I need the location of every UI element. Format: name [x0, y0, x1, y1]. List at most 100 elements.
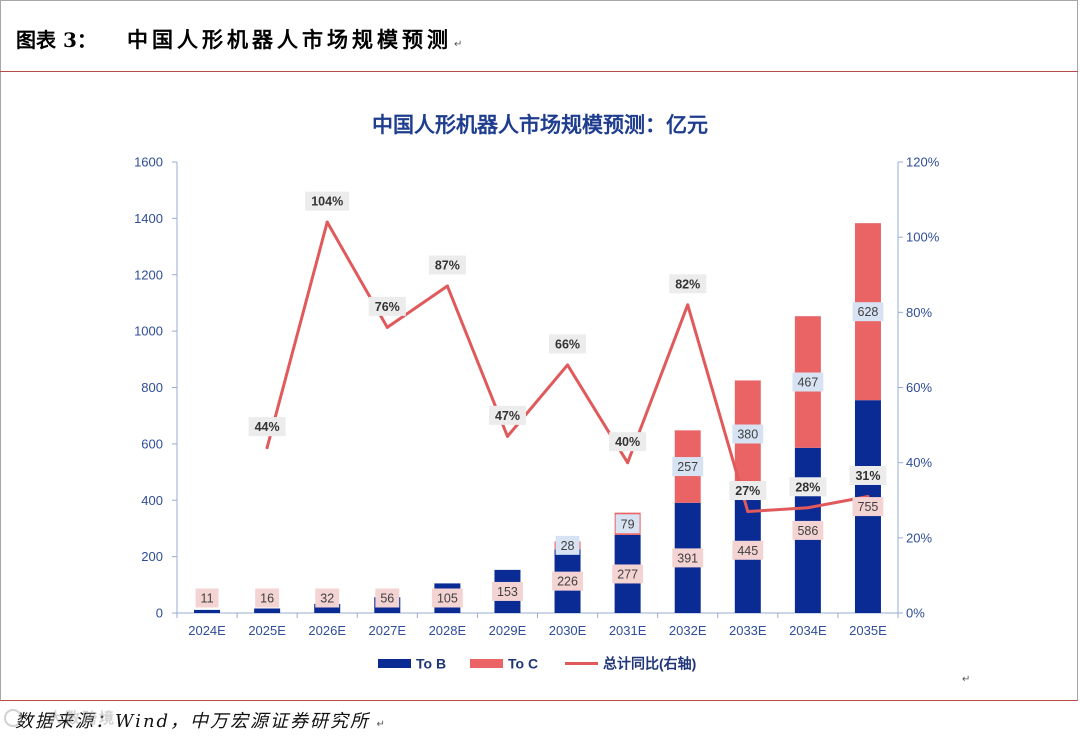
right-tick-suffix: % — [928, 155, 940, 170]
bar-label-to-b-2026E-box — [315, 588, 340, 608]
line-label-2032E-text: 82% — [675, 277, 700, 291]
bar-label-to-b-2031E-box — [612, 564, 644, 584]
bar-label-to-b-2031E: 277 — [612, 564, 644, 584]
line-label-2033E-box — [729, 481, 767, 501]
line-label-2026E-suffix: % — [332, 195, 343, 209]
line-label-2033E: 27% — [729, 481, 767, 501]
line-label-2031E-text: 40% — [615, 435, 640, 449]
right-tick-suffix: % — [920, 305, 932, 320]
axes: 020040060080010001200140016000%20%40%60%… — [134, 155, 940, 639]
bar-label-to-b-2025E-value: 16 — [260, 592, 274, 606]
line-label-2026E-box — [305, 191, 350, 211]
legend-swatch — [378, 659, 411, 668]
line-label-2028E: 87% — [428, 255, 466, 275]
line-label-2027E-text: 76% — [375, 300, 400, 314]
line-label-2034E-value: 28 — [795, 480, 809, 494]
right-tick-value: 40 — [906, 455, 920, 470]
bar-label-to-c-2032E-value: 257 — [677, 460, 698, 474]
right-tick-value: 80 — [906, 305, 920, 320]
bar-label-to-b-2027E-text: 56 — [380, 592, 394, 606]
bar-label-to-b-2033E-value: 445 — [737, 544, 758, 558]
line-label-2030E-text: 66% — [555, 337, 580, 351]
bar-label-to-c-2030E-text: 28 — [561, 539, 575, 553]
bar-label-to-b-2030E-value: 226 — [557, 575, 578, 589]
line-label-2035E-value: 31 — [855, 469, 869, 483]
bar-label-to-c-2034E-text: 467 — [797, 376, 818, 390]
bar-label-to-b-2035E-text: 755 — [858, 500, 879, 514]
bar-label-to-c-2031E-text: 79 — [621, 517, 635, 531]
line-label-2031E: 40% — [609, 432, 647, 452]
total-yoy-line — [265, 220, 870, 514]
bar-label-to-b-2035E-value: 755 — [858, 500, 879, 514]
bar-label-to-c-2030E: 28 — [555, 535, 580, 555]
line-label-2035E-box — [849, 465, 887, 485]
line-point-2026E — [325, 220, 329, 224]
bar-label-to-b-2024E-value: 11 — [201, 592, 214, 606]
bar-label-to-b-2027E-box — [375, 588, 400, 608]
x-tick-label-2033E: 2033E — [729, 623, 767, 638]
bar-label-to-b-2027E: 56 — [375, 588, 400, 608]
line-label-2034E-box — [789, 477, 827, 497]
bar-label-to-b-2035E-box — [852, 497, 884, 517]
left-tick-label: 1200 — [134, 267, 163, 282]
right-tick-suffix: % — [928, 230, 940, 245]
bar-label-to-b-2034E-value: 586 — [797, 524, 818, 538]
legend-item-2: 总计同比(右轴) — [565, 656, 696, 672]
line-label-2030E: 66% — [549, 334, 587, 354]
right-tick-value: 20 — [906, 530, 920, 545]
line-label-2026E-text: 104% — [311, 195, 343, 209]
line-label-2028E-value: 87 — [435, 259, 449, 273]
line-point-2028E — [445, 284, 449, 288]
bar-label-to-b-2031E-value: 277 — [617, 567, 638, 581]
right-tick-label: 40% — [906, 455, 932, 470]
bar-label-to-b-2033E-text: 445 — [737, 544, 758, 558]
bar-label-to-c-2031E-value: 79 — [621, 517, 635, 531]
left-tick-label: 600 — [141, 436, 163, 451]
bar-label-to-b-2030E-text: 226 — [557, 575, 578, 589]
right-tick-label: 80% — [906, 305, 932, 320]
bar-label-to-b-2029E-value: 153 — [497, 585, 518, 599]
bar-label-to-b-2034E: 586 — [792, 520, 824, 540]
line-label-2027E: 76% — [368, 296, 406, 316]
line-point-2025E — [265, 446, 269, 450]
right-tick-suffix: % — [920, 530, 932, 545]
source-note: 数据来源：Wind，中万宏源证券研究所 ↵ — [15, 709, 385, 738]
bar-label-to-b-2030E-box — [552, 571, 583, 591]
bar-label-to-c-2033E-value: 380 — [737, 428, 758, 442]
line-label-2029E: 47% — [488, 405, 526, 425]
line-label-2027E-box — [368, 296, 406, 316]
bar-label-to-c-2030E-value: 28 — [561, 539, 575, 553]
x-tick-label-2026E: 2026E — [308, 623, 346, 638]
bar-label-to-b-2025E: 16 — [255, 588, 280, 608]
line-label-2033E-text: 27% — [735, 484, 760, 498]
bar-label-to-b-2026E-text: 32 — [320, 592, 334, 606]
left-tick-label: 1000 — [134, 324, 163, 339]
right-tick-value: 100 — [906, 230, 928, 245]
x-tick-label-2028E: 2028E — [429, 623, 467, 638]
x-tick-label-2030E: 2030E — [549, 623, 587, 638]
bar-label-to-c-2035E: 628 — [852, 302, 884, 322]
legend-item-0: To B — [378, 656, 446, 672]
bar-label-to-b-2032E-box — [672, 548, 704, 568]
line-label-2033E-suffix: % — [749, 484, 760, 498]
bar-label-to-b-2029E-box — [492, 581, 523, 601]
line-label-2035E-suffix: % — [869, 469, 880, 483]
line-point-2031E — [626, 461, 630, 465]
line-label-2030E-box — [549, 334, 587, 354]
bar-label-to-c-2035E-box — [852, 302, 884, 322]
legend-label: To C — [508, 656, 538, 672]
left-tick-label: 1600 — [134, 155, 163, 170]
x-tick-label-2031E: 2031E — [609, 623, 647, 638]
right-tick-label: 120% — [906, 155, 940, 170]
line-label-2025E-suffix: % — [269, 420, 280, 434]
bar-label-to-b-2024E-text: 11 — [201, 592, 214, 606]
bar-label-to-b-2026E: 32 — [315, 588, 340, 608]
line-label-2035E: 31% — [849, 465, 887, 485]
bar-label-to-b-2029E-text: 153 — [497, 585, 518, 599]
bar-label-to-b-2032E-value: 391 — [677, 551, 698, 565]
bar-label-to-b-2033E: 445 — [732, 540, 764, 560]
bar-label-to-c-2031E: 79 — [615, 514, 640, 534]
line-label-2032E-suffix: % — [689, 277, 700, 291]
header-divider — [0, 71, 1078, 72]
legend-label: 总计同比(右轴) — [603, 656, 696, 672]
